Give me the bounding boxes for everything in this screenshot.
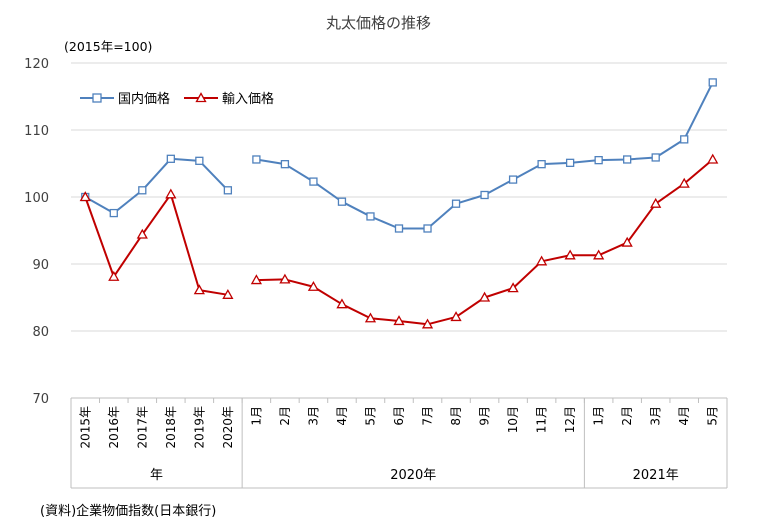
data-point-triangle xyxy=(564,249,576,260)
data-point-square xyxy=(708,78,717,87)
data-point-triangle xyxy=(79,191,91,202)
legend-label-domestic: 国内価格 xyxy=(118,92,171,107)
source-note: (資料)企業物価指数(日本銀行) xyxy=(40,504,217,519)
data-point-square xyxy=(423,224,432,233)
data-point-triangle xyxy=(250,274,263,285)
y-tick-label: 110 xyxy=(24,124,49,139)
group-label: 年 xyxy=(150,468,163,483)
y-tick-label: 70 xyxy=(32,392,49,407)
x-tick-label: 1月 xyxy=(249,406,263,426)
data-point-square xyxy=(537,160,546,169)
data-point-triangle xyxy=(421,318,434,329)
data-point-square xyxy=(508,175,518,184)
chart-title: 丸太価格の推移 xyxy=(325,14,431,32)
legend: 国内価格 輸入価格 xyxy=(80,88,274,107)
x-tick-label: 2020年 xyxy=(221,406,235,449)
data-point-triangle xyxy=(307,280,320,291)
data-point-square xyxy=(623,155,632,164)
data-point-triangle xyxy=(279,273,291,284)
data-point-square xyxy=(394,224,404,233)
y-tick-label: 80 xyxy=(32,325,49,340)
data-point-square xyxy=(223,186,233,195)
data-point-triangle xyxy=(535,255,548,266)
data-point-triangle xyxy=(650,197,662,208)
x-tick-label: 9月 xyxy=(478,406,492,426)
data-point-triangle xyxy=(193,284,205,295)
data-point-triangle xyxy=(593,249,605,260)
data-point-square xyxy=(109,208,118,218)
data-point-square xyxy=(337,197,347,206)
data-point-triangle xyxy=(108,270,120,281)
legend-label-import: 輸入価格 xyxy=(222,92,275,107)
series-line-0 xyxy=(84,157,229,215)
data-point-square xyxy=(651,153,660,162)
x-tick-label: 5月 xyxy=(706,406,720,426)
data-point-triangle xyxy=(336,298,348,309)
data-point-triangle xyxy=(450,311,462,322)
data-point-square xyxy=(480,190,489,200)
legend-item-domestic: 国内価格 xyxy=(80,88,170,107)
legend-marker-triangle-icon xyxy=(184,91,219,102)
x-tick-label: 4月 xyxy=(335,406,349,426)
x-tick-label: 3月 xyxy=(649,406,663,426)
data-point-square xyxy=(594,155,603,165)
x-tick-label: 2017年 xyxy=(135,406,149,449)
x-tick-label: 2月 xyxy=(278,406,292,426)
data-point-triangle xyxy=(222,288,234,299)
data-point-square xyxy=(309,177,318,186)
data-point-square xyxy=(138,186,147,195)
series-line-0 xyxy=(256,81,714,230)
x-tick-label: 2018年 xyxy=(164,406,178,449)
x-tick-label: 2015年 xyxy=(78,406,92,449)
x-tick-label: 12月 xyxy=(563,406,577,433)
x-tick-label: 6月 xyxy=(392,406,406,426)
x-tick-label: 4月 xyxy=(677,406,691,426)
x-tick-label: 2月 xyxy=(620,406,634,426)
data-point-square xyxy=(280,160,290,169)
x-tick-label: 1月 xyxy=(592,406,606,426)
data-point-square xyxy=(195,156,204,165)
x-tick-label: 2016年 xyxy=(107,406,121,449)
y-tick-label: 100 xyxy=(24,191,49,206)
data-point-triangle xyxy=(165,188,177,199)
x-tick-label: 11月 xyxy=(535,406,549,433)
x-tick-label: 3月 xyxy=(306,406,320,426)
data-point-square xyxy=(565,158,575,167)
data-point-square xyxy=(680,135,689,144)
x-tick-label: 8月 xyxy=(449,406,463,426)
legend-marker-square-icon xyxy=(80,92,114,103)
group-label: 2020年 xyxy=(390,468,436,483)
data-point-triangle xyxy=(507,282,519,293)
x-tick-label: 10月 xyxy=(506,406,520,433)
series-line-1 xyxy=(84,193,229,296)
group-label: 2021年 xyxy=(633,468,679,483)
y-tick-label: 90 xyxy=(32,258,49,273)
data-point-square xyxy=(166,154,175,163)
data-point-square xyxy=(366,212,375,221)
data-point-triangle xyxy=(707,153,719,164)
data-point-square xyxy=(451,199,461,208)
data-point-triangle xyxy=(478,291,491,302)
data-point-triangle xyxy=(678,177,690,188)
data-point-square xyxy=(252,155,261,164)
x-tick-label: 2019年 xyxy=(192,406,206,449)
data-point-triangle xyxy=(364,312,377,323)
y-tick-label: 120 xyxy=(24,57,49,72)
data-point-triangle xyxy=(393,315,405,326)
data-point-triangle xyxy=(136,228,148,239)
data-point-triangle xyxy=(621,236,633,247)
unit-label: (2015年=100) xyxy=(64,39,153,54)
x-tick-label: 7月 xyxy=(421,406,435,426)
x-tick-label: 5月 xyxy=(363,406,377,426)
legend-item-import: 輸入価格 xyxy=(184,88,274,107)
